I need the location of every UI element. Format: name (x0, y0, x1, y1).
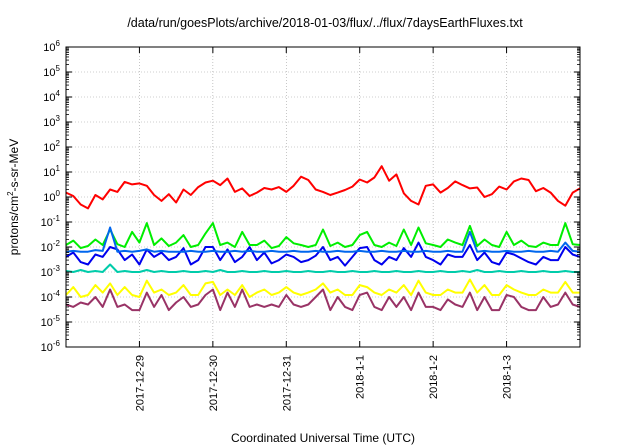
x-tick-label: 2017-12-31 (281, 355, 293, 411)
y-tick-base: 10 (41, 242, 53, 254)
x-tick-label: 2018-1-1 (355, 355, 367, 399)
y-tick-exponent: 0 (56, 189, 61, 198)
x-axis: 2017-12-29 2017-12-30 2017-12-31 2018-1-1 20… (134, 47, 514, 411)
x-tick-label: 2018-1-3 (502, 355, 514, 399)
y-tick-label: 103 (43, 114, 60, 129)
y-axis-label-rest: -s-sr-MeV (7, 139, 21, 192)
y-tick-label: 10-5 (41, 314, 61, 329)
y-tick-base: 10 (43, 167, 55, 179)
y-tick-exponent: -5 (53, 314, 61, 323)
series-line-3 (65, 226, 581, 253)
series-layer (65, 165, 581, 312)
y-axis: 10610510410310210110010-110-210-310-410-… (41, 39, 580, 354)
y-tick-base: 10 (41, 292, 53, 304)
y-tick-label: 102 (43, 139, 60, 154)
y-axis-label-exponent: 2 (6, 191, 15, 196)
series-line-0 (65, 165, 581, 210)
y-tick-label: 104 (43, 89, 60, 104)
y-tick-base: 10 (41, 217, 53, 229)
series-line-2 (65, 241, 581, 267)
series-line-1 (65, 222, 581, 250)
series-line-4 (65, 263, 580, 273)
y-tick-base: 10 (43, 117, 55, 129)
x-axis-label: Coordinated Universal Time (UTC) (231, 431, 415, 445)
y-tick-exponent: 2 (56, 139, 61, 148)
y-tick-label: 10-2 (41, 239, 61, 254)
chart-title: /data/run/goesPlots/archive/2018-01-03/f… (127, 16, 523, 30)
y-tick-base: 10 (43, 67, 55, 79)
y-tick-base: 10 (43, 42, 55, 54)
series-line-5 (65, 278, 580, 298)
y-tick-exponent: 5 (56, 64, 61, 73)
y-axis-label-unit: protons/cm (7, 196, 21, 255)
y-tick-base: 10 (43, 192, 55, 204)
y-tick-base: 10 (41, 317, 53, 329)
y-tick-base: 10 (41, 267, 53, 279)
y-tick-exponent: 1 (56, 164, 61, 173)
y-tick-label: 10-6 (41, 339, 61, 354)
y-tick-label: 10-3 (41, 264, 61, 279)
y-axis-label: protons/cm2-s-sr-MeV (6, 139, 21, 255)
y-tick-label: 105 (43, 64, 60, 79)
y-tick-exponent: 6 (56, 39, 61, 48)
series-line-6 (65, 288, 581, 312)
x-tick-label: 2018-1-2 (428, 355, 440, 399)
y-tick-exponent: -6 (53, 339, 61, 348)
y-tick-label: 10-1 (41, 214, 61, 229)
y-tick-exponent: -2 (53, 239, 61, 248)
y-tick-label: 100 (43, 189, 60, 204)
y-tick-exponent: -4 (53, 289, 61, 298)
x-tick-label: 2017-12-30 (208, 355, 220, 411)
y-tick-exponent: 4 (56, 89, 61, 98)
y-tick-base: 10 (43, 142, 55, 154)
y-tick-base: 10 (41, 342, 53, 354)
y-tick-exponent: -1 (53, 214, 61, 223)
y-tick-label: 106 (43, 39, 60, 54)
y-tick-label: 101 (43, 164, 60, 179)
y-tick-exponent: -3 (53, 264, 61, 273)
y-tick-exponent: 3 (56, 114, 61, 123)
y-tick-base: 10 (43, 92, 55, 104)
y-tick-label: 10-4 (41, 289, 61, 304)
x-tick-label: 2017-12-29 (134, 355, 146, 411)
